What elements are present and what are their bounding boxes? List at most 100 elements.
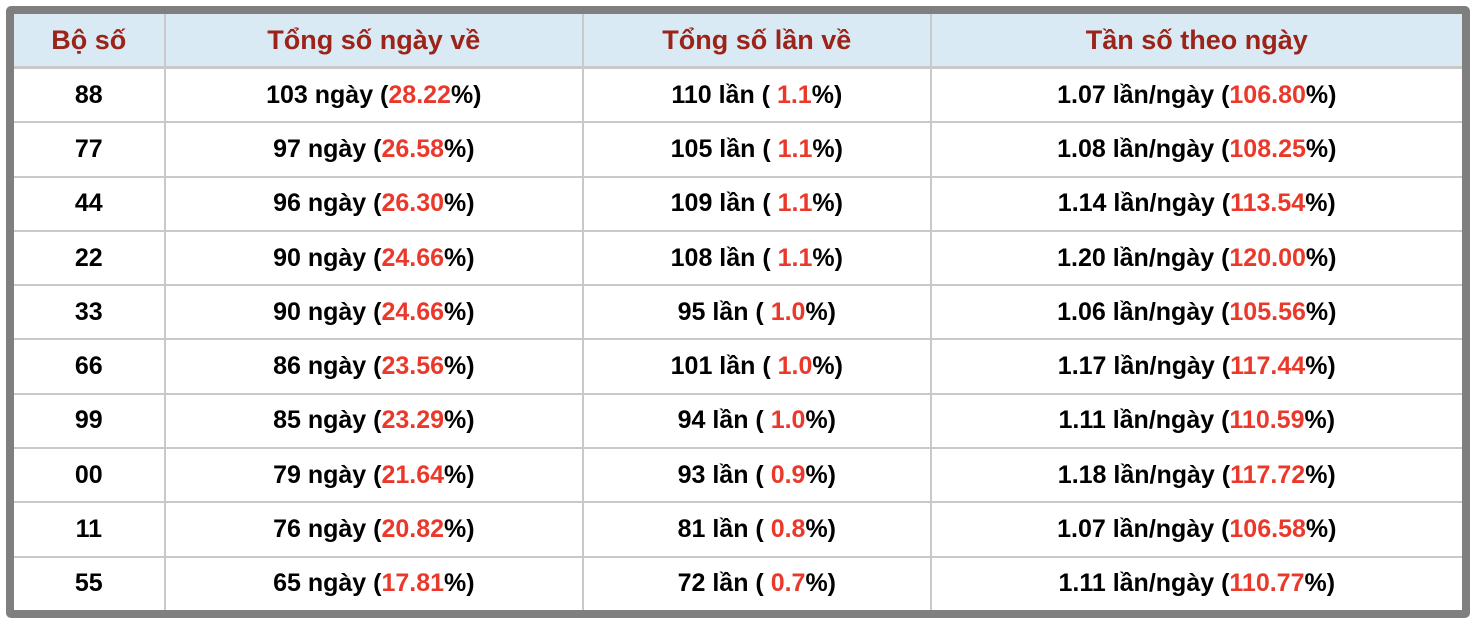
pair-value: 99 <box>74 406 103 435</box>
freq-text-close: %) <box>1305 515 1337 544</box>
table-row: 77 97 ngày (26.58%) 105 lần ( 1.1%) 1.08… <box>14 121 1462 178</box>
days-percent: 24.66 <box>381 243 444 272</box>
times-text-close: %) <box>805 297 837 326</box>
days-text: 65 ngày ( <box>273 569 382 598</box>
total-days-cell: 90 ngày (24.66%) <box>163 284 585 341</box>
freq-percent: 117.72 <box>1230 460 1306 489</box>
total-times-cell: 109 lần ( 1.1%) <box>582 175 932 232</box>
total-days-cell: 65 ngày (17.81%) <box>163 555 585 610</box>
pair-value: 77 <box>74 134 103 163</box>
table-row: 66 86 ngày (23.56%) 101 lần ( 1.0%) 1.17… <box>14 338 1462 395</box>
days-percent: 21.64 <box>381 460 444 489</box>
days-text-close: %) <box>444 243 475 272</box>
frequency-cell: 1.18 lần/ngày (117.72%) <box>929 447 1462 504</box>
times-percent: 0.8 <box>770 515 806 544</box>
pair-cell: 00 <box>14 447 166 504</box>
frequency-cell: 1.06 lần/ngày (105.56%) <box>929 284 1462 341</box>
frequency-cell: 1.11 lần/ngày (110.77%) <box>929 555 1462 610</box>
freq-text-close: %) <box>1305 460 1336 489</box>
frequency-cell: 1.20 lần/ngày (120.00%) <box>929 229 1462 287</box>
days-text: 90 ngày ( <box>273 297 382 326</box>
table-body: 88 103 ngày (28.22%) 110 lần ( 1.1%) 1.0… <box>14 66 1462 610</box>
days-text: 97 ngày ( <box>273 134 382 163</box>
total-days-cell: 103 ngày (28.22%) <box>163 66 585 124</box>
total-times-cell: 72 lần ( 0.7%) <box>582 555 932 610</box>
total-days-cell: 96 ngày (26.30%) <box>163 175 585 232</box>
times-text-close: %) <box>812 243 843 272</box>
freq-text-close: %) <box>1305 243 1337 272</box>
times-text-close: %) <box>812 352 843 381</box>
times-text: 81 lần ( <box>677 515 771 544</box>
pair-cell: 88 <box>14 66 166 124</box>
total-times-cell: 95 lần ( 1.0%) <box>582 284 932 341</box>
times-text-close: %) <box>805 515 837 544</box>
freq-text-close: %) <box>1305 189 1336 218</box>
days-text-close: %) <box>444 297 475 326</box>
total-days-cell: 76 ngày (20.82%) <box>163 501 585 558</box>
pair-cell: 77 <box>14 121 166 178</box>
pair-value: 00 <box>74 460 103 489</box>
freq-percent: 110.77 <box>1229 569 1305 598</box>
pair-cell: 33 <box>14 284 166 341</box>
pair-statistics-table: Bộ số Tổng số ngày về Tổng số lần về Tần… <box>14 14 1462 610</box>
days-percent: 23.56 <box>381 352 444 381</box>
times-text-close: %) <box>805 406 837 435</box>
pair-value: 22 <box>74 243 103 272</box>
days-text: 86 ngày ( <box>273 352 382 381</box>
times-text: 72 lần ( <box>677 569 771 598</box>
pair-cell: 22 <box>14 229 166 287</box>
freq-percent: 108.25 <box>1229 134 1306 163</box>
days-text-close: %) <box>444 352 475 381</box>
total-days-cell: 79 ngày (21.64%) <box>163 447 585 504</box>
times-text: 93 lần ( <box>677 460 771 489</box>
times-percent: 1.1 <box>777 189 813 218</box>
table-row: 00 79 ngày (21.64%) 93 lần ( 0.9%) 1.18 … <box>14 447 1462 504</box>
times-percent: 1.0 <box>770 297 806 326</box>
freq-text: 1.06 lần/ngày ( <box>1057 297 1230 326</box>
freq-percent: 117.44 <box>1230 352 1306 381</box>
total-times-cell: 81 lần ( 0.8%) <box>582 501 932 558</box>
days-percent: 24.66 <box>381 297 444 326</box>
total-times-cell: 105 lần ( 1.1%) <box>582 121 932 178</box>
header-row: Bộ số Tổng số ngày về Tổng số lần về Tần… <box>14 14 1462 69</box>
days-percent: 26.58 <box>381 134 444 163</box>
days-text: 85 ngày ( <box>273 406 382 435</box>
frequency-cell: 1.11 lần/ngày (110.59%) <box>929 392 1462 450</box>
days-text-close: %) <box>444 134 475 163</box>
times-text: 94 lần ( <box>677 406 771 435</box>
pair-cell: 11 <box>14 501 166 558</box>
times-percent: 0.9 <box>770 460 806 489</box>
days-text: 76 ngày ( <box>273 515 382 544</box>
freq-percent: 110.59 <box>1229 406 1305 435</box>
days-percent: 20.82 <box>381 515 444 544</box>
times-percent: 0.7 <box>770 569 806 598</box>
times-text: 109 lần ( <box>670 189 778 218</box>
column-header-frequency-per-day: Tần số theo ngày <box>929 14 1462 69</box>
times-text-close: %) <box>805 569 837 598</box>
days-text: 90 ngày ( <box>273 243 382 272</box>
total-days-cell: 90 ngày (24.66%) <box>163 229 585 287</box>
table-row: 44 96 ngày (26.30%) 109 lần ( 1.1%) 1.14… <box>14 175 1462 232</box>
pair-cell: 44 <box>14 175 166 232</box>
times-percent: 1.1 <box>776 80 812 109</box>
total-days-cell: 86 ngày (23.56%) <box>163 338 585 395</box>
days-percent: 17.81 <box>381 569 444 598</box>
freq-text: 1.18 lần/ngày ( <box>1057 460 1231 489</box>
days-text-close: %) <box>444 460 475 489</box>
freq-text: 1.11 lần/ngày ( <box>1058 569 1230 598</box>
frequency-cell: 1.07 lần/ngày (106.80%) <box>929 66 1462 124</box>
frequency-cell: 1.17 lần/ngày (117.44%) <box>929 338 1462 395</box>
total-times-cell: 108 lần ( 1.1%) <box>582 229 932 287</box>
column-header-pair: Bộ số <box>14 14 166 69</box>
column-header-total-times: Tổng số lần về <box>582 14 932 69</box>
total-times-cell: 93 lần ( 0.9%) <box>582 447 932 504</box>
freq-text: 1.07 lần/ngày ( <box>1057 80 1230 109</box>
days-text-close: %) <box>444 406 475 435</box>
freq-text-close: %) <box>1305 352 1336 381</box>
pair-value: 11 <box>75 515 102 544</box>
times-text-close: %) <box>812 189 843 218</box>
freq-percent: 105.56 <box>1229 297 1306 326</box>
days-percent: 26.30 <box>381 189 444 218</box>
statistics-table-frame: Bộ số Tổng số ngày về Tổng số lần về Tần… <box>6 6 1470 618</box>
times-percent: 1.0 <box>770 406 806 435</box>
